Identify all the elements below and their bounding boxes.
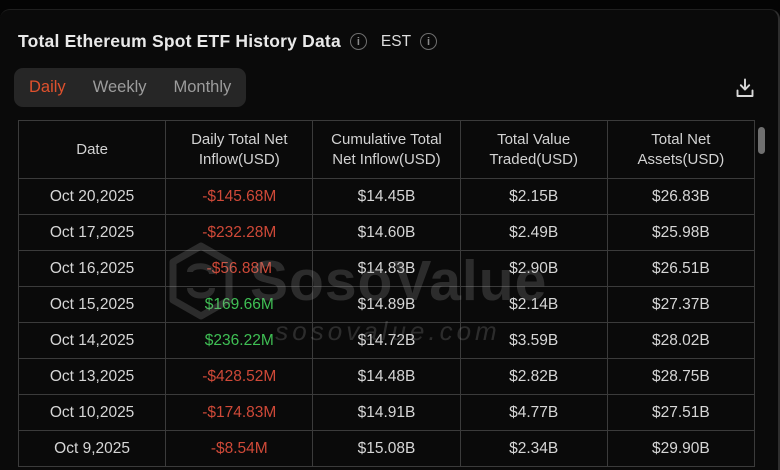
table-row: Oct 20,2025 -$145.68M $14.45B $2.15B $26.83B — [17, 178, 756, 215]
tab-daily[interactable]: Daily — [29, 78, 66, 96]
value-traded-cell: $2.49B — [459, 214, 608, 251]
header-row: Date Daily Total Net Inflow(USD) Cumulat… — [17, 120, 756, 179]
cumulative-net-inflow-cell: $14.89B — [312, 286, 461, 323]
daily-net-inflow-cell: -$145.68M — [165, 178, 314, 215]
cumulative-net-inflow-cell: $14.45B — [312, 178, 461, 215]
net-assets-cell: $29.90B — [606, 430, 756, 467]
net-assets-cell: $27.37B — [606, 286, 756, 323]
table-row: Oct 13,2025 -$428.52M $14.48B $2.82B $28.75B — [17, 358, 756, 395]
date-cell: Oct 17,2025 — [17, 214, 167, 251]
daily-net-inflow-cell: $169.66M — [165, 286, 314, 323]
date-cell: Oct 14,2025 — [17, 322, 167, 359]
etf-history-table: Date Daily Total Net Inflow(USD) Cumulat… — [17, 120, 756, 467]
table-body: Oct 20,2025 -$145.68M $14.45B $2.15B $26.83B… — [17, 178, 756, 467]
date-cell: Oct 15,2025 — [17, 286, 167, 323]
net-assets-cell: $26.51B — [606, 250, 756, 287]
value-traded-cell: $2.34B — [459, 430, 608, 467]
net-assets-cell: $26.83B — [606, 178, 756, 215]
etf-history-panel: Total Ethereum Spot ETF History Data i E… — [0, 9, 780, 470]
date-cell: Oct 9,2025 — [17, 430, 167, 467]
cumulative-net-inflow-cell: $15.08B — [312, 430, 461, 467]
title-info-icon[interactable]: i — [349, 33, 367, 50]
table-header: Date Daily Total Net Inflow(USD) Cumulat… — [17, 120, 756, 179]
value-traded-cell: $2.90B — [459, 250, 608, 287]
cumulative-net-inflow-cell: $14.83B — [312, 250, 461, 287]
net-assets-cell: $28.75B — [606, 358, 756, 395]
net-assets-cell: $25.98B — [606, 214, 756, 251]
value-traded-cell: $2.15B — [459, 178, 608, 215]
timezone-label: EST — [380, 32, 412, 50]
daily-net-inflow-cell: -$174.83M — [165, 394, 314, 431]
table-container: Date Daily Total Net Inflow(USD) Cumulat… — [17, 120, 756, 467]
vertical-scrollbar-thumb[interactable] — [758, 127, 765, 154]
download-button[interactable] — [730, 73, 760, 103]
cumulative-net-inflow-cell: $14.91B — [312, 394, 461, 431]
date-cell: Oct 16,2025 — [17, 250, 167, 287]
date-cell: Oct 10,2025 — [17, 394, 167, 431]
table-row: Oct 10,2025 -$174.83M $14.91B $4.77B $27.51B — [17, 394, 756, 431]
value-traded-cell: $2.82B — [459, 358, 608, 395]
download-icon — [736, 78, 754, 97]
daily-net-inflow-cell: $236.22M — [165, 322, 314, 359]
date-cell: Oct 20,2025 — [17, 178, 167, 215]
timezone-info-icon[interactable]: i — [420, 33, 438, 50]
cumulative-net-inflow-cell: $14.72B — [312, 322, 461, 359]
daily-net-inflow-cell: -$56.88M — [165, 250, 314, 287]
column-header-cumulative-net-inflow: Cumulative Total Net Inflow(USD) — [312, 120, 461, 179]
table-row: Oct 15,2025 $169.66M $14.89B $2.14B $27.37B — [17, 286, 756, 323]
table-row: Oct 9,2025 -$8.54M $15.08B $2.34B $29.90B — [17, 430, 756, 467]
daily-net-inflow-cell: -$8.54M — [165, 430, 314, 467]
daily-net-inflow-cell: -$428.52M — [165, 358, 314, 395]
panel-header: Total Ethereum Spot ETF History Data i E… — [0, 10, 778, 52]
interval-tab-bar: Daily Weekly Monthly — [14, 68, 247, 107]
net-assets-cell: $28.02B — [606, 322, 756, 359]
value-traded-cell: $2.14B — [459, 286, 608, 323]
table-row: Oct 17,2025 -$232.28M $14.60B $2.49B $25.98B — [17, 214, 756, 251]
toolbar: Daily Weekly Monthly — [14, 68, 760, 107]
tab-monthly[interactable]: Monthly — [173, 78, 232, 96]
table-row: Oct 16,2025 -$56.88M $14.83B $2.90B $26.51B — [17, 250, 756, 287]
value-traded-cell: $3.59B — [459, 322, 608, 359]
date-cell: Oct 13,2025 — [17, 358, 167, 395]
daily-net-inflow-cell: -$232.28M — [165, 214, 314, 251]
cumulative-net-inflow-cell: $14.48B — [312, 358, 461, 395]
value-traded-cell: $4.77B — [459, 394, 608, 431]
column-header-net-assets: Total Net Assets(USD) — [606, 120, 756, 179]
column-header-daily-net-inflow: Daily Total Net Inflow(USD) — [165, 120, 314, 179]
cumulative-net-inflow-cell: $14.60B — [312, 214, 461, 251]
net-assets-cell: $27.51B — [606, 394, 756, 431]
column-header-date: Date — [17, 120, 167, 179]
tab-weekly[interactable]: Weekly — [92, 78, 147, 96]
table-row: Oct 14,2025 $236.22M $14.72B $3.59B $28.02B — [17, 322, 756, 359]
page-title: Total Ethereum Spot ETF History Data — [18, 31, 341, 51]
column-header-value-traded: Total Value Traded(USD) — [459, 120, 608, 179]
